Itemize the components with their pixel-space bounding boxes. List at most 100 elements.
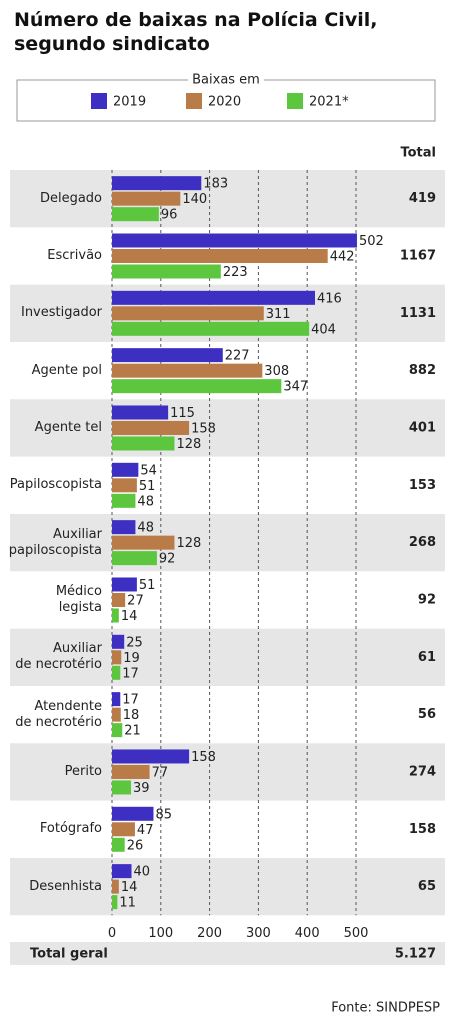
bar [112, 207, 159, 222]
total-band [10, 942, 445, 965]
value-label: 26 [127, 838, 144, 853]
value-label: 128 [176, 437, 201, 452]
value-label: 311 [266, 307, 291, 322]
bar [112, 864, 132, 879]
row-total: 1131 [400, 306, 436, 321]
value-label: 77 [152, 765, 169, 780]
value-label: 183 [203, 177, 228, 192]
bar [112, 348, 223, 363]
category-label: Agente tel [34, 419, 102, 435]
value-label: 17 [122, 666, 139, 681]
bar [112, 723, 123, 738]
bar [112, 321, 310, 336]
bar [112, 692, 121, 707]
x-tick-label: 300 [246, 926, 271, 941]
x-tick-label: 200 [197, 926, 222, 941]
bar [112, 233, 357, 248]
totals-header: Total [400, 146, 436, 161]
value-label: 47 [137, 823, 154, 838]
value-label: 14 [121, 609, 138, 624]
row-total: 268 [409, 535, 436, 550]
bar [112, 608, 119, 623]
source: Fonte: SINDPESP [331, 1001, 440, 1016]
bar [112, 264, 221, 279]
bar [112, 363, 263, 378]
value-label: 85 [155, 807, 172, 822]
value-label: 223 [223, 265, 248, 280]
bar [112, 895, 118, 910]
value-label: 11 [119, 896, 136, 911]
bar [112, 478, 137, 493]
chart-title: Número de baixas na Polícia Civil, segun… [14, 9, 378, 55]
row-total: 401 [409, 420, 436, 435]
row-band [10, 628, 445, 686]
bar [112, 780, 132, 795]
value-label: 140 [182, 192, 207, 207]
value-label: 19 [123, 651, 140, 666]
value-label: 227 [225, 349, 250, 364]
row-total: 158 [409, 822, 436, 837]
value-label: 308 [264, 364, 289, 379]
bar [112, 379, 282, 394]
bar [112, 493, 136, 508]
bar [112, 707, 121, 722]
value-label: 14 [121, 880, 138, 895]
category-label: Auxiliar de necrotério [15, 641, 102, 673]
bar [112, 290, 316, 305]
bar [112, 822, 135, 837]
value-label: 21 [124, 724, 141, 739]
category-label: Investigador [20, 305, 102, 321]
x-tick-label: 400 [295, 926, 320, 941]
bar [112, 665, 121, 680]
row-total: 882 [409, 363, 436, 378]
bar [112, 764, 150, 779]
grand-total-label: Total geral [30, 947, 108, 962]
bar [112, 806, 154, 821]
value-label: 115 [170, 406, 195, 421]
x-tick-label: 0 [108, 926, 116, 941]
legend-label: 2021* [309, 95, 349, 110]
x-tick-label: 500 [344, 926, 369, 941]
bar [112, 577, 137, 592]
value-label: 40 [134, 865, 151, 880]
value-label: 51 [139, 479, 156, 494]
value-label: 48 [137, 494, 154, 509]
category-label: Delegado [39, 190, 102, 206]
bar [112, 551, 157, 566]
legend-swatch [91, 93, 107, 109]
value-label: 96 [161, 208, 178, 223]
bar [112, 520, 136, 535]
bar [112, 650, 122, 665]
legend-label: 2019 [113, 95, 146, 110]
bar [112, 634, 125, 649]
bar [112, 749, 190, 764]
value-label: 158 [191, 421, 216, 436]
row-total: 419 [409, 191, 436, 206]
value-label: 27 [127, 593, 144, 608]
value-label: 48 [137, 521, 154, 536]
bar [112, 837, 125, 852]
value-label: 18 [123, 708, 140, 723]
category-label: Médico legista [55, 583, 102, 615]
bar [112, 879, 119, 894]
value-label: 25 [126, 635, 143, 650]
bar [112, 462, 139, 477]
bar [112, 405, 169, 420]
value-label: 128 [176, 536, 201, 551]
category-label: Papiloscopista [9, 477, 102, 493]
value-label: 347 [283, 380, 308, 395]
legend-swatch [186, 93, 202, 109]
category-label: Agente pol [31, 362, 102, 378]
value-label: 502 [359, 234, 384, 249]
row-total: 65 [418, 879, 436, 894]
x-tick-label: 100 [148, 926, 173, 941]
value-label: 54 [140, 463, 157, 478]
bar [112, 176, 202, 191]
row-total: 1167 [400, 248, 436, 263]
row-band [10, 513, 445, 572]
row-total: 56 [418, 707, 436, 722]
category-label: Escrivão [47, 247, 102, 263]
row-band [10, 170, 445, 228]
